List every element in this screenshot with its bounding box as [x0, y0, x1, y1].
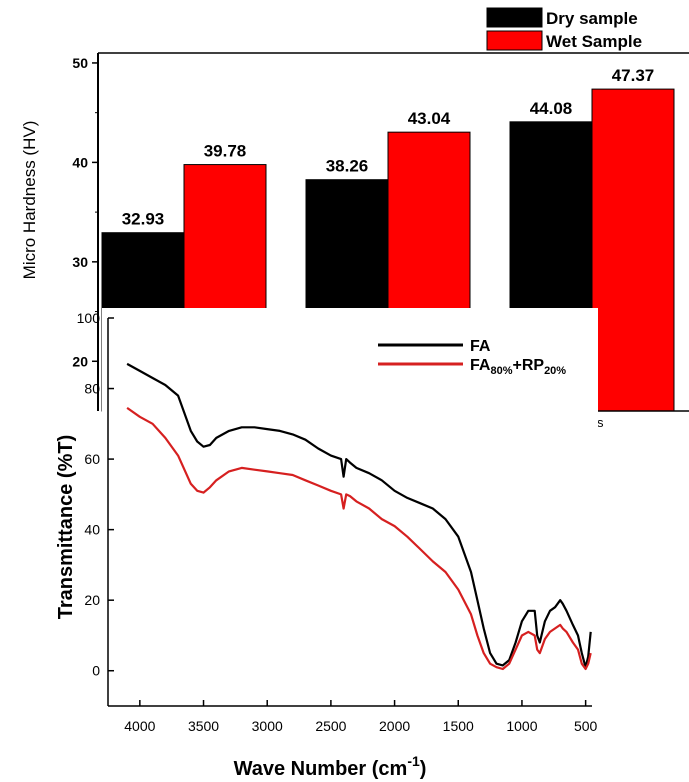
bar-y-axis: 20 30 40 50: [72, 52, 689, 412]
line-y-axis-label: Transmittance (%T): [55, 435, 77, 619]
bar-value-label: 32.93: [122, 210, 165, 229]
bar-y-tick-label: 20: [72, 353, 88, 369]
line-x-tick-label: 1000: [506, 718, 537, 734]
line-x-axis-label: Wave Number (cm-1): [234, 753, 427, 780]
legend-swatch-wet: [486, 30, 543, 51]
series-fa-line: [126, 362, 592, 669]
bar-value-label: 43.04: [408, 109, 451, 128]
line-x-tick-label: 2000: [379, 718, 410, 734]
bar-y-tick-label: 40: [72, 154, 88, 170]
bar-y-axis-label: Micro Hardness (HV): [20, 121, 39, 280]
legend-label-fa-rp: FA80%+RP20%: [470, 357, 566, 377]
bar-partial-tick-label: s: [597, 415, 604, 430]
bar-y-tick-label: 30: [72, 254, 88, 270]
line-axes: 0 20 40 60 80 100 4000 3500 3000 2500 2000 1500 1000…: [77, 310, 598, 734]
series-fa-rp-line: [126, 406, 592, 671]
bar-value-label: 44.08: [530, 99, 573, 118]
ftir-line-chart: 0 20 40 60 80 100 4000 3500 3000 2500 2000 1500 1000…: [55, 308, 598, 780]
legend-swatch-dry: [486, 7, 543, 28]
line-x-tick-label: 1500: [443, 718, 474, 734]
bar-value-label: 47.37: [612, 66, 655, 85]
line-y-tick-label: 60: [84, 451, 100, 467]
line-y-tick-label: 100: [77, 310, 101, 326]
line-x-tick-label: 4000: [124, 718, 155, 734]
legend-label-wet: Wet Sample: [546, 32, 642, 51]
bar-y-tick-label: 50: [72, 55, 88, 71]
line-legend: FA FA80%+RP20%: [378, 338, 566, 377]
line-x-tick-label: 3500: [188, 718, 219, 734]
line-chart-background: [102, 308, 598, 669]
legend-label-fa: FA: [470, 338, 491, 355]
line-y-tick-label: 80: [84, 381, 100, 397]
bar-value-label: 38.26: [326, 157, 369, 176]
line-x-tick-label: 500: [574, 718, 598, 734]
line-y-tick-label: 0: [92, 663, 100, 679]
bar-wet-3: [591, 88, 675, 412]
line-x-tick-label: 2500: [315, 718, 346, 734]
legend-label-dry: Dry sample: [546, 9, 638, 28]
bar-legend: Dry sample Wet Sample: [486, 7, 642, 51]
line-y-tick-label: 20: [84, 592, 100, 608]
line-series: [126, 362, 592, 671]
line-y-tick-label: 40: [84, 522, 100, 538]
line-x-tick-label: 3000: [252, 718, 283, 734]
bar-value-label: 39.78: [204, 142, 247, 161]
